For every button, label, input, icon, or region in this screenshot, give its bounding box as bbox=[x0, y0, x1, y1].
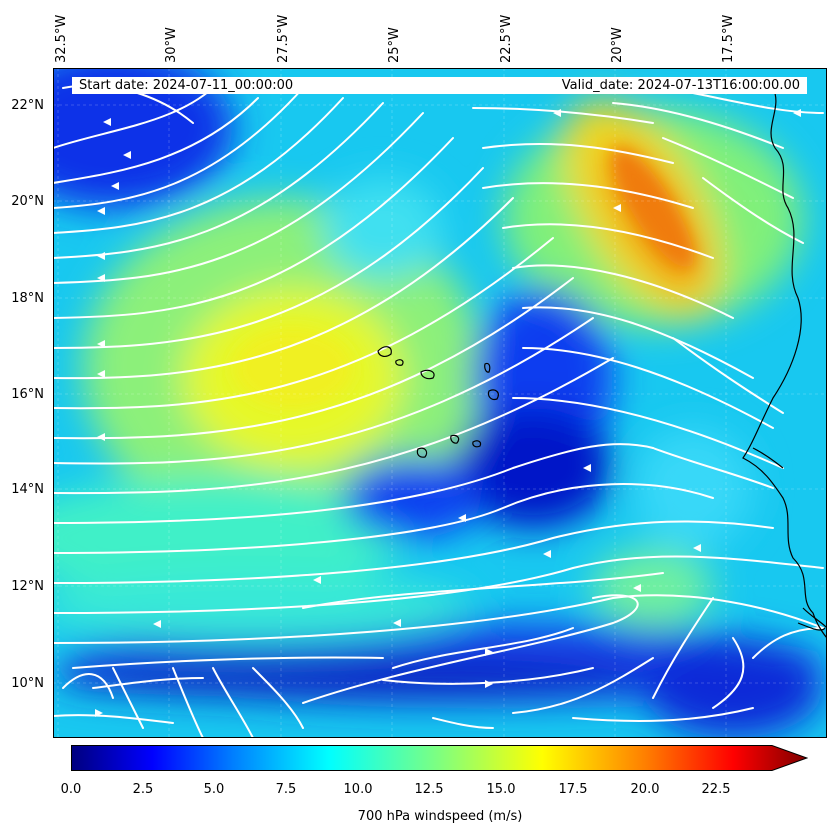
valid-date-label: Valid_date: 2024-07-13T16:00:00.00 bbox=[561, 78, 800, 93]
colorbar-gradient bbox=[71, 745, 808, 771]
lat-label-22n: 22°N bbox=[11, 98, 44, 113]
lon-label-22-5w: 22.5°W bbox=[499, 14, 514, 63]
lon-label-17-5w: 17.5°W bbox=[721, 14, 736, 63]
cb-tick-7: 17.5 bbox=[558, 782, 588, 797]
cb-tick-8: 20.0 bbox=[630, 782, 660, 797]
streamlines bbox=[53, 77, 824, 738]
date-header: Start date: 2024-07-11_00:00:00 Valid_da… bbox=[72, 77, 807, 94]
graticule bbox=[53, 68, 827, 738]
coastline bbox=[742, 87, 827, 639]
lat-label-18n: 18°N bbox=[11, 291, 44, 306]
windspeed-maxima bbox=[233, 147, 694, 408]
cb-tick-0: 0.0 bbox=[60, 782, 82, 797]
cb-tick-6: 15.0 bbox=[486, 782, 516, 797]
lat-label-16n: 16°N bbox=[11, 387, 44, 402]
cb-tick-9: 22.5 bbox=[701, 782, 731, 797]
streamline-arrows bbox=[95, 109, 801, 717]
lat-label-20n: 20°N bbox=[11, 194, 44, 209]
cb-tick-4: 10.0 bbox=[343, 782, 373, 797]
lon-label-30w: 30°W bbox=[164, 27, 179, 63]
lat-label-10n: 10°N bbox=[11, 676, 44, 691]
lon-label-25w: 25°W bbox=[387, 27, 402, 63]
lat-label-12n: 12°N bbox=[11, 579, 44, 594]
lon-label-20w: 20°W bbox=[610, 27, 625, 63]
lon-label-27-5w: 27.5°W bbox=[276, 14, 291, 63]
cb-tick-5: 12.5 bbox=[414, 782, 444, 797]
cb-tick-2: 5.0 bbox=[203, 782, 225, 797]
cape-verde-islands bbox=[377, 346, 499, 458]
colorbar-label: 700 hPa windspeed (m/s) bbox=[357, 809, 523, 824]
windspeed-map[interactable] bbox=[53, 68, 827, 738]
map-frame bbox=[53, 68, 827, 738]
lon-label-32-5w: 32.5°W bbox=[54, 14, 69, 63]
start-date-label: Start date: 2024-07-11_00:00:00 bbox=[79, 78, 294, 93]
lat-label-14n: 14°N bbox=[11, 482, 44, 497]
cb-tick-3: 7.5 bbox=[275, 782, 297, 797]
colorbar bbox=[71, 745, 808, 771]
cb-tick-1: 2.5 bbox=[132, 782, 154, 797]
